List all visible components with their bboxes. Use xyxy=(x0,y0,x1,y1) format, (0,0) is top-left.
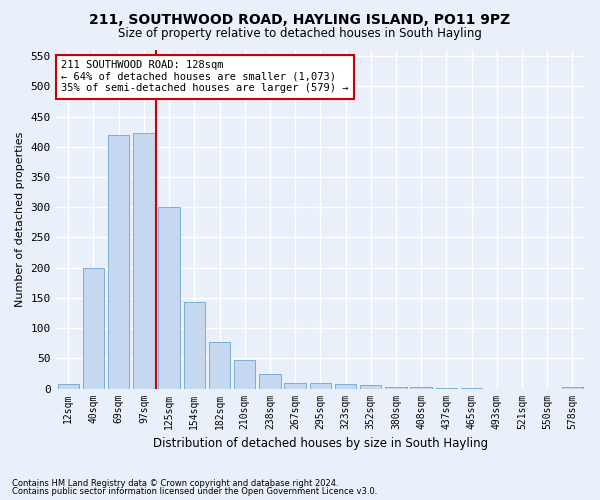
Text: Size of property relative to detached houses in South Hayling: Size of property relative to detached ho… xyxy=(118,28,482,40)
Bar xyxy=(58,384,79,388)
Text: 211, SOUTHWOOD ROAD, HAYLING ISLAND, PO11 9PZ: 211, SOUTHWOOD ROAD, HAYLING ISLAND, PO1… xyxy=(89,12,511,26)
Bar xyxy=(209,342,230,388)
Text: 211 SOUTHWOOD ROAD: 128sqm
← 64% of detached houses are smaller (1,073)
35% of s: 211 SOUTHWOOD ROAD: 128sqm ← 64% of deta… xyxy=(61,60,349,94)
Text: Contains public sector information licensed under the Open Government Licence v3: Contains public sector information licen… xyxy=(12,487,377,496)
Bar xyxy=(360,385,382,388)
Bar xyxy=(259,374,281,388)
Bar xyxy=(133,134,155,388)
Bar xyxy=(184,302,205,388)
Bar xyxy=(108,134,130,388)
Y-axis label: Number of detached properties: Number of detached properties xyxy=(15,132,25,307)
Text: Contains HM Land Registry data © Crown copyright and database right 2024.: Contains HM Land Registry data © Crown c… xyxy=(12,478,338,488)
Bar xyxy=(83,268,104,388)
Bar xyxy=(158,207,180,388)
X-axis label: Distribution of detached houses by size in South Hayling: Distribution of detached houses by size … xyxy=(153,437,488,450)
Bar xyxy=(385,386,407,388)
Bar xyxy=(284,382,306,388)
Bar xyxy=(335,384,356,388)
Bar xyxy=(234,360,256,388)
Bar xyxy=(310,382,331,388)
